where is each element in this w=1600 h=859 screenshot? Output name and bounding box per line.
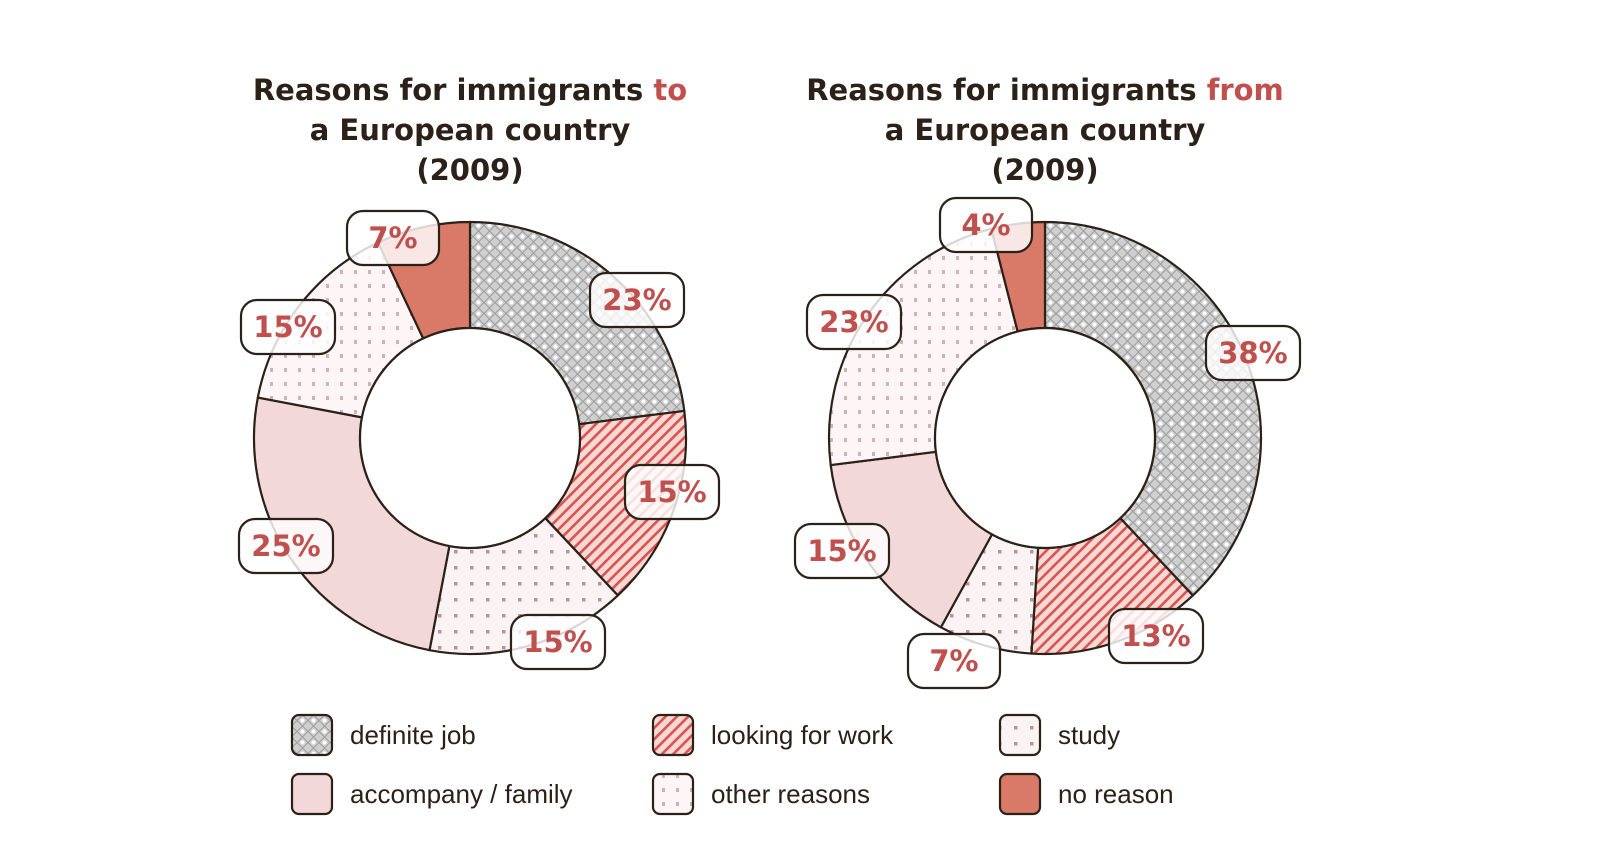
- legend: definite job looking for work study accompa…: [290, 713, 1174, 816]
- data-label-box: [1107, 607, 1205, 665]
- chart-title-line-1: Reasons for immigrants from: [806, 73, 1284, 107]
- data-label-text: 23%: [602, 283, 671, 317]
- legend-item-other-reasons: other reasons: [651, 772, 870, 816]
- chart-title-line-3: (2009): [991, 153, 1098, 187]
- chart-title-prefix: Reasons for immigrants: [253, 73, 654, 107]
- data-label-looking-for-work: 13%: [1107, 607, 1205, 665]
- data-label-box: [509, 613, 607, 671]
- data-label-text: 7%: [368, 221, 417, 255]
- donut-hole: [358, 326, 582, 550]
- data-label-box: [345, 209, 441, 267]
- legend-swatch: [290, 713, 334, 757]
- data-label-definite-job: 23%: [588, 271, 686, 329]
- data-label-text: 15%: [523, 625, 592, 659]
- data-label-text: 13%: [1121, 619, 1190, 653]
- data-label-box: [1204, 324, 1302, 382]
- data-label-text: 15%: [637, 475, 706, 509]
- legend-swatch: [290, 772, 334, 816]
- legend-swatch: [998, 772, 1042, 816]
- chart-title-line-2: a European country: [885, 113, 1206, 147]
- data-label-box: [588, 271, 686, 329]
- legend-label: other reasons: [711, 779, 870, 809]
- data-label-looking-for-work: 15%: [623, 463, 721, 521]
- legend-swatch: [651, 772, 695, 816]
- chart-title-accent: to: [653, 73, 687, 107]
- data-label-text: 38%: [1218, 336, 1287, 370]
- donut-hole: [933, 326, 1157, 550]
- data-label-text: 4%: [961, 208, 1010, 242]
- data-label-accompany-family: 15%: [793, 522, 891, 580]
- data-label-text: 25%: [251, 529, 320, 563]
- legend-item-accompany-family: accompany / family: [290, 772, 573, 816]
- data-label-box: [906, 632, 1002, 690]
- legend-label: looking for work: [711, 720, 894, 750]
- data-label-accompany-family: 25%: [237, 517, 335, 575]
- legend-swatch: [998, 713, 1042, 757]
- chart-title-line-3: (2009): [416, 153, 523, 187]
- legend-label: no reason: [1058, 779, 1174, 809]
- data-label-box: [237, 517, 335, 575]
- data-label-text: 15%: [253, 310, 322, 344]
- legend-item-study: study: [998, 713, 1120, 757]
- data-label-study: 7%: [906, 632, 1002, 690]
- legend-item-definite-job: definite job: [290, 713, 476, 757]
- legend-swatch: [651, 713, 695, 757]
- data-label-definite-job: 38%: [1204, 324, 1302, 382]
- chart-title-line-1: Reasons for immigrants to: [253, 73, 687, 107]
- data-label-text: 23%: [819, 305, 888, 339]
- legend-label: accompany / family: [350, 779, 573, 809]
- data-label-study: 15%: [509, 613, 607, 671]
- legend-label: study: [1058, 720, 1120, 750]
- donut-chart-1: Reasons for immigrants to a European coun…: [237, 73, 721, 671]
- legend-item-no-reason: no reason: [998, 772, 1174, 816]
- data-label-box: [793, 522, 891, 580]
- data-label-text: 7%: [929, 644, 978, 678]
- data-label-no-reason: 4%: [938, 196, 1034, 254]
- data-label-box: [239, 298, 337, 356]
- data-label-box: [623, 463, 721, 521]
- data-label-other-reasons: 23%: [805, 293, 903, 351]
- chart-title-accent: from: [1207, 73, 1284, 107]
- legend-item-looking-for-work: looking for work: [651, 713, 894, 757]
- legend-label: definite job: [350, 720, 476, 750]
- data-label-box: [938, 196, 1034, 254]
- data-label-no-reason: 7%: [345, 209, 441, 267]
- data-label-text: 15%: [807, 534, 876, 568]
- chart-title-line-2: a European country: [310, 113, 631, 147]
- data-label-other-reasons: 15%: [239, 298, 337, 356]
- chart-title-prefix: Reasons for immigrants: [806, 73, 1207, 107]
- data-label-box: [805, 293, 903, 351]
